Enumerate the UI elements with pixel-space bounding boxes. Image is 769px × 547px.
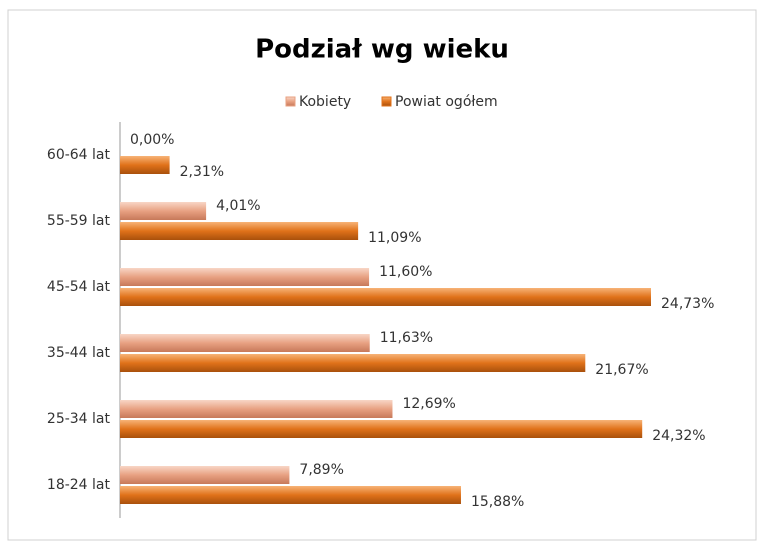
y-tick-label: 60-64 lat	[47, 147, 111, 163]
bar	[120, 420, 643, 438]
value-label: 21,67%	[595, 362, 648, 378]
value-label: 24,73%	[661, 296, 714, 312]
bar	[120, 486, 461, 504]
value-label: 12,69%	[402, 396, 455, 412]
legend-swatch	[381, 96, 392, 107]
bar	[120, 202, 207, 220]
bar	[120, 288, 651, 306]
value-label: 24,32%	[652, 428, 705, 444]
value-label: 0,00%	[130, 132, 174, 148]
y-tick-label: 25-34 lat	[47, 411, 111, 427]
bar	[120, 222, 359, 240]
y-tick-label: 45-54 lat	[47, 279, 111, 295]
bar	[120, 334, 370, 352]
value-label: 11,09%	[368, 230, 421, 246]
value-label: 2,31%	[180, 164, 224, 180]
bar	[120, 466, 290, 484]
chart-frame	[7, 9, 757, 541]
value-label: 7,89%	[299, 462, 343, 478]
bar	[120, 156, 170, 174]
value-label: 4,01%	[216, 198, 260, 214]
value-label: 11,60%	[379, 264, 432, 280]
value-label: 11,63%	[380, 330, 433, 346]
y-tick-label: 35-44 lat	[47, 345, 111, 361]
bar	[120, 354, 586, 372]
bar	[120, 400, 393, 418]
legend-label: Powiat ogółem	[395, 94, 498, 110]
legend-label: Kobiety	[299, 94, 351, 110]
legend-swatch	[285, 96, 296, 107]
y-tick-label: 55-59 lat	[47, 213, 111, 229]
value-label: 15,88%	[471, 494, 524, 510]
bar	[120, 268, 370, 286]
y-tick-label: 18-24 lat	[47, 477, 111, 493]
chart-title: Podział wg wieku	[255, 35, 509, 65]
